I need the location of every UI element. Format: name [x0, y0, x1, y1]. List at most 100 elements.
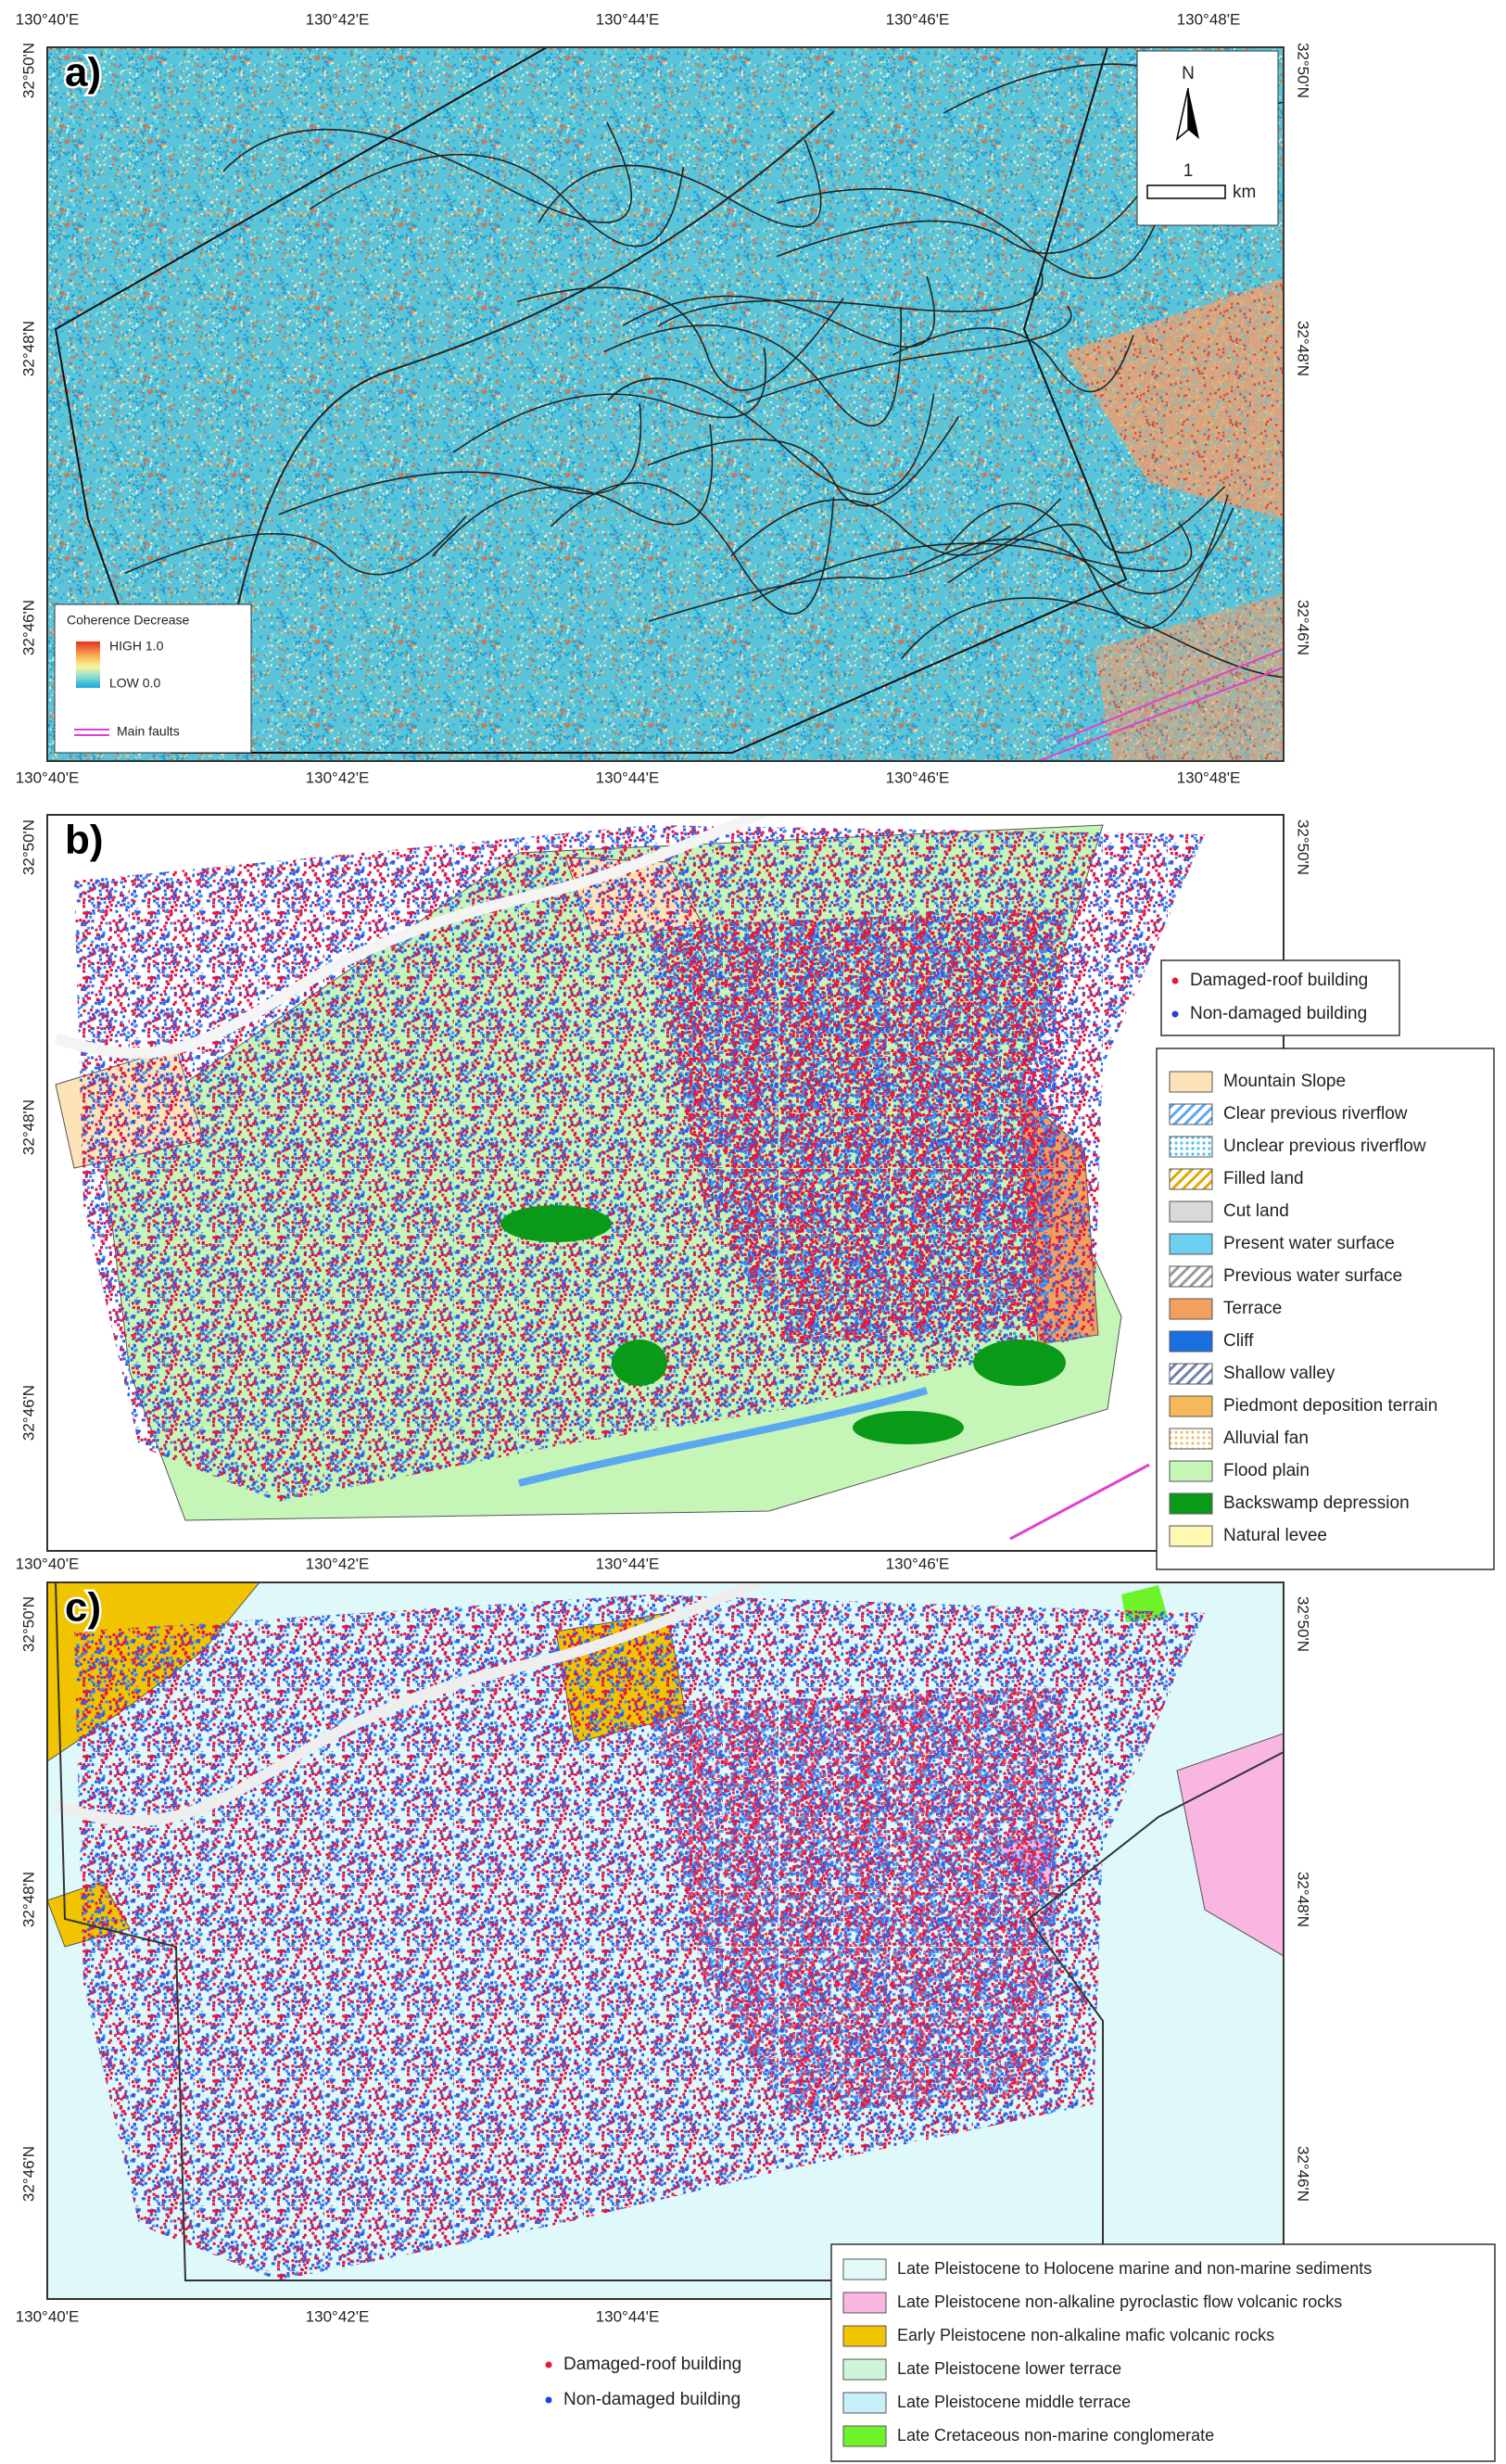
legend-label: Damaged-roof building: [1190, 971, 1368, 990]
legend-label: Late Pleistocene middle terrace: [897, 2393, 1131, 2411]
backswamp: [973, 1340, 1066, 1386]
lat-tick-label: 32°48'N: [19, 1872, 37, 1927]
river: [54, 815, 771, 1060]
legend-swatch: [1169, 1168, 1213, 1190]
landform-outline: [622, 275, 935, 348]
pyroclastic: [1176, 1733, 1284, 1957]
legend-low: LOW 0.0: [109, 676, 160, 691]
legend-swatch: [1169, 1330, 1213, 1353]
north-label: N: [1182, 64, 1195, 83]
lat-tick-label: 32°50'N: [1295, 819, 1312, 875]
legend-dot: [545, 2361, 552, 2369]
legend-title: Coherence Decrease: [67, 613, 190, 628]
landform-outline: [657, 273, 1044, 327]
legend-faults: Main faults: [117, 724, 180, 739]
lat-tick-label: 32°46'N: [1295, 2146, 1312, 2202]
lat-tick-label: 32°48'N: [19, 1099, 37, 1155]
legend-high: HIGH 1.0: [109, 639, 164, 654]
landform-outline: [752, 522, 1193, 602]
main-fault: [1037, 667, 1284, 761]
map: [47, 1582, 1284, 2299]
lon-tick-label: 130°40'E: [16, 1555, 80, 1572]
legend-swatch: [842, 2358, 887, 2381]
building-legend-box: [1160, 959, 1400, 1036]
landform-outline: [607, 377, 935, 495]
legend-dot: [1171, 1010, 1179, 1018]
buildings-damaged: [649, 908, 1066, 1344]
backswamp: [612, 1340, 667, 1386]
legend-label: Damaged-roof building: [563, 2355, 741, 2374]
legend-label: Non-damaged building: [563, 2390, 740, 2409]
legend-swatch: [1169, 1103, 1213, 1125]
legend-label: Unclear previous riverflow: [1223, 1137, 1426, 1156]
landform-outline: [947, 486, 1226, 584]
panel-label: c): [65, 1585, 101, 1631]
lat-tick-label: 32°46'N: [19, 600, 37, 655]
lat-tick-label: 32°50'N: [19, 819, 37, 875]
map-frame: [46, 46, 1285, 762]
buildings-damaged: [649, 1687, 1066, 2114]
legend-swatch: [1169, 1233, 1213, 1255]
lon-tick-label: 130°40'E: [16, 2307, 80, 2325]
legend-label: Mountain Slope: [1223, 1072, 1346, 1091]
legend-dot: [545, 2396, 552, 2404]
lon-tick-label: 130°42'E: [306, 10, 370, 28]
map: [47, 815, 1284, 1551]
north-arrow: [1188, 88, 1199, 139]
legend-label: Flood plain: [1223, 1461, 1310, 1480]
legend-swatch: [1169, 1265, 1213, 1288]
hot-zone: [1094, 593, 1284, 761]
landform-outline: [908, 507, 1234, 595]
hot-zone: [1066, 278, 1284, 519]
legend-swatch: [1169, 1363, 1213, 1385]
lon-tick-label: 130°40'E: [16, 768, 80, 786]
landform-outline: [730, 498, 1061, 557]
backswamp: [853, 1411, 964, 1444]
legend-swatch: [1169, 1200, 1213, 1223]
landform-outline: [124, 515, 467, 576]
legend-label: Cliff: [1223, 1331, 1254, 1351]
scale-unit: km: [1233, 183, 1256, 202]
legend-label: Piedmont deposition terrain: [1223, 1396, 1437, 1416]
coherence-raster: [47, 47, 1284, 761]
legend-label: Shallow valley: [1223, 1364, 1335, 1383]
legend-label: Early Pleistocene non-alkaline mafic vol…: [897, 2326, 1274, 2344]
scale-number: 1: [1183, 161, 1194, 181]
backswamp: [500, 1205, 612, 1242]
lat-tick-label: 32°46'N: [19, 2146, 37, 2202]
legend-label: Present water surface: [1223, 1234, 1395, 1253]
landform-outline: [900, 597, 1284, 679]
landform-outline: [777, 187, 1166, 279]
lon-tick-label: 130°42'E: [306, 1555, 370, 1572]
legend-swatch: [1169, 1525, 1213, 1547]
lon-tick-label: 130°42'E: [306, 2307, 370, 2325]
legend-swatch: [842, 2425, 887, 2447]
landform-outline: [538, 139, 822, 228]
legend-swatch: [842, 2258, 887, 2280]
lat-tick-label: 32°48'N: [19, 321, 37, 376]
landform-outline: [745, 305, 1072, 404]
legend-label: Late Pleistocene to Holocene marine and …: [897, 2259, 1372, 2278]
lat-tick-label: 32°50'N: [1295, 43, 1312, 98]
study-area: [54, 47, 1128, 754]
legend-label: Alluvial fan: [1223, 1429, 1309, 1448]
legend-dot: [1171, 977, 1179, 984]
legend-swatch: [1169, 1492, 1213, 1515]
lon-tick-label: 130°44'E: [596, 10, 660, 28]
lon-tick-label: 130°44'E: [596, 1555, 660, 1572]
main-fault: [1056, 648, 1284, 743]
north-box: [1136, 50, 1279, 226]
lat-tick-label: 32°48'N: [1295, 1872, 1312, 1927]
lat-tick-label: 32°48'N: [1295, 321, 1312, 376]
legend-label: Previous water surface: [1223, 1266, 1402, 1286]
coherence-ramp: [76, 641, 100, 688]
river: [212, 110, 835, 743]
legend-label: Clear previous riverflow: [1223, 1104, 1408, 1124]
landform-outline: [432, 424, 714, 557]
lon-tick-label: 130°44'E: [596, 768, 660, 786]
landform-outline: [603, 307, 903, 427]
legend-label: Non-damaged building: [1190, 1004, 1367, 1023]
legend-swatch: [1169, 1395, 1213, 1417]
lon-tick-label: 130°48'E: [1177, 10, 1241, 28]
